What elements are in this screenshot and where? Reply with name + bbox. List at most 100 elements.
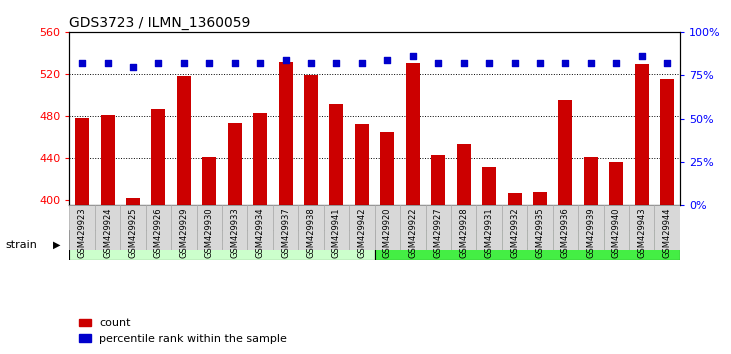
Text: GSM429933: GSM429933 <box>230 207 239 258</box>
Text: HCR: HCR <box>514 239 541 252</box>
Bar <box>177 76 191 205</box>
Text: GSM429927: GSM429927 <box>433 207 443 258</box>
Bar <box>609 162 624 205</box>
Bar <box>324 205 349 250</box>
Bar <box>629 205 654 250</box>
Bar <box>304 75 318 205</box>
Bar <box>553 205 578 250</box>
Point <box>330 60 342 66</box>
Point <box>509 60 520 66</box>
Text: GSM429923: GSM429923 <box>77 207 87 258</box>
Bar <box>121 205 145 250</box>
Bar <box>501 205 527 250</box>
Bar <box>75 118 89 205</box>
Bar <box>400 205 425 250</box>
Text: GSM429926: GSM429926 <box>154 207 163 258</box>
Text: GSM429924: GSM429924 <box>103 207 112 258</box>
Bar <box>248 205 273 250</box>
Point <box>127 64 139 69</box>
Point <box>432 60 444 66</box>
Bar <box>330 104 344 205</box>
Bar <box>425 205 451 250</box>
Bar <box>482 167 496 205</box>
Bar <box>349 205 374 250</box>
Point <box>382 57 393 62</box>
Bar <box>451 205 477 250</box>
Bar <box>507 193 521 205</box>
Point <box>280 57 292 62</box>
Text: strain: strain <box>6 240 38 250</box>
Text: GSM429936: GSM429936 <box>561 207 570 258</box>
Bar <box>374 230 680 260</box>
Bar <box>374 205 400 250</box>
Bar <box>253 113 268 205</box>
Text: GSM429920: GSM429920 <box>383 207 392 258</box>
Text: GSM429932: GSM429932 <box>510 207 519 258</box>
Text: GSM429930: GSM429930 <box>205 207 214 258</box>
Text: LCR: LCR <box>210 239 235 252</box>
Text: GSM429944: GSM429944 <box>662 207 672 258</box>
Bar <box>355 124 369 205</box>
Point <box>178 60 190 66</box>
Text: GSM429925: GSM429925 <box>129 207 137 258</box>
Bar <box>151 109 165 205</box>
Bar <box>171 205 197 250</box>
Point <box>356 60 368 66</box>
Bar <box>431 155 445 205</box>
Bar <box>604 205 629 250</box>
Point <box>585 60 596 66</box>
Bar <box>654 205 680 250</box>
Bar <box>558 100 572 205</box>
Text: GSM429938: GSM429938 <box>306 207 316 258</box>
Bar <box>69 230 374 260</box>
Point <box>102 60 113 66</box>
Bar <box>126 198 140 205</box>
Point <box>534 60 546 66</box>
Point <box>458 60 469 66</box>
Point <box>153 60 164 66</box>
Text: GSM429943: GSM429943 <box>637 207 646 258</box>
Point <box>483 60 495 66</box>
Point <box>407 53 419 59</box>
Bar <box>660 79 674 205</box>
Bar <box>578 205 604 250</box>
Text: GSM429934: GSM429934 <box>256 207 265 258</box>
Bar <box>457 144 471 205</box>
Point <box>636 53 648 59</box>
Bar <box>101 115 115 205</box>
Bar <box>222 205 248 250</box>
Text: GSM429922: GSM429922 <box>409 207 417 258</box>
Bar <box>273 205 298 250</box>
Point <box>559 60 571 66</box>
Text: GSM429942: GSM429942 <box>357 207 366 258</box>
Bar <box>197 205 222 250</box>
Point <box>662 60 673 66</box>
Bar <box>95 205 121 250</box>
Point <box>610 60 622 66</box>
Bar <box>279 62 292 205</box>
Bar <box>145 205 171 250</box>
Bar <box>69 205 95 250</box>
Bar <box>228 123 242 205</box>
Bar <box>584 157 598 205</box>
Bar <box>527 205 553 250</box>
Bar <box>477 205 501 250</box>
Text: GSM429937: GSM429937 <box>281 207 290 258</box>
Point <box>306 60 317 66</box>
Text: GSM429928: GSM429928 <box>459 207 468 258</box>
Text: ▶: ▶ <box>53 240 61 250</box>
Text: GSM429941: GSM429941 <box>332 207 341 258</box>
Bar <box>298 205 324 250</box>
Text: GDS3723 / ILMN_1360059: GDS3723 / ILMN_1360059 <box>69 16 251 30</box>
Bar <box>202 157 216 205</box>
Text: GSM429940: GSM429940 <box>612 207 621 258</box>
Point <box>76 60 88 66</box>
Point <box>229 60 240 66</box>
Bar <box>380 132 394 205</box>
Text: GSM429935: GSM429935 <box>535 207 545 258</box>
Text: GSM429929: GSM429929 <box>179 207 189 258</box>
Bar <box>635 64 648 205</box>
Bar <box>406 63 420 205</box>
Point <box>203 60 215 66</box>
Bar <box>533 192 547 205</box>
